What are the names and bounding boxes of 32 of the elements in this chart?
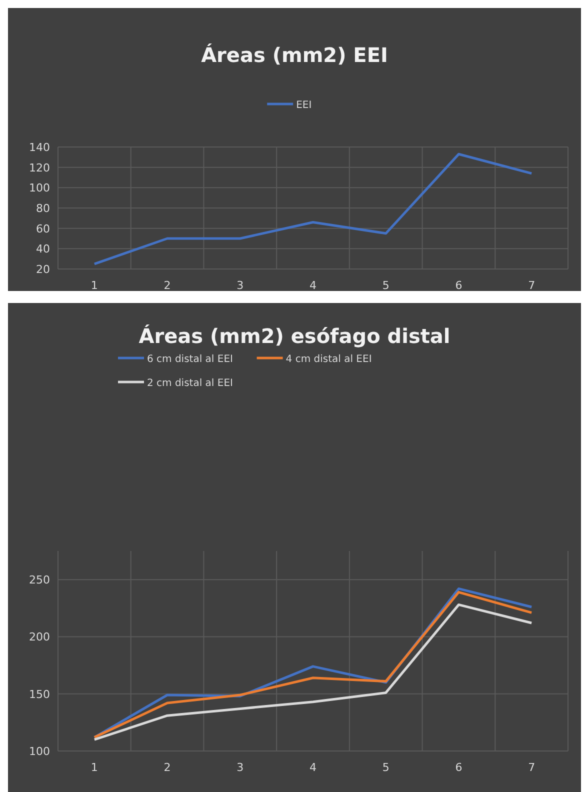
x-tick-label: 5 bbox=[382, 279, 390, 292]
y-tick-label: 80 bbox=[36, 202, 50, 215]
y-tick-label: 60 bbox=[36, 222, 50, 236]
x-tick-label: 1 bbox=[90, 761, 98, 774]
x-tick-label: 2 bbox=[164, 279, 171, 292]
chart-title: Áreas (mm2) EEI bbox=[201, 43, 388, 67]
x-tick-label: 7 bbox=[528, 279, 536, 292]
y-tick-label: 200 bbox=[29, 630, 50, 644]
y-tick-label: 150 bbox=[29, 688, 50, 701]
x-tick-label: 3 bbox=[236, 761, 244, 774]
y-tick-label: 250 bbox=[29, 574, 50, 587]
x-tick-label: 4 bbox=[310, 761, 316, 774]
x-tick-label: 5 bbox=[382, 761, 390, 774]
x-tick-label: 7 bbox=[528, 761, 536, 774]
x-tick-label: 1 bbox=[90, 279, 98, 292]
x-tick-label: 2 bbox=[164, 761, 171, 774]
x-tick-label: 3 bbox=[236, 279, 244, 292]
y-tick-label: 120 bbox=[29, 161, 50, 174]
x-tick-label: 6 bbox=[455, 761, 462, 774]
y-tick-label: 100 bbox=[29, 182, 50, 195]
legend-label: EEI bbox=[296, 100, 312, 111]
y-tick-label: 140 bbox=[29, 141, 50, 154]
line-series bbox=[93, 152, 533, 266]
y-tick-label: 20 bbox=[36, 263, 50, 276]
x-tick-label: 6 bbox=[455, 279, 462, 292]
x-tick-label: 4 bbox=[310, 279, 316, 292]
y-tick-label: 40 bbox=[36, 242, 50, 256]
y-tick-label: 100 bbox=[29, 745, 50, 758]
legend-label: 4 cm distal al EEI bbox=[286, 354, 372, 365]
legend-label: 6 cm distal al EEI bbox=[147, 354, 233, 365]
chart-title: Áreas (mm2) esófago distal bbox=[138, 324, 450, 348]
legend-label: 2 cm distal al EEI bbox=[147, 378, 233, 389]
